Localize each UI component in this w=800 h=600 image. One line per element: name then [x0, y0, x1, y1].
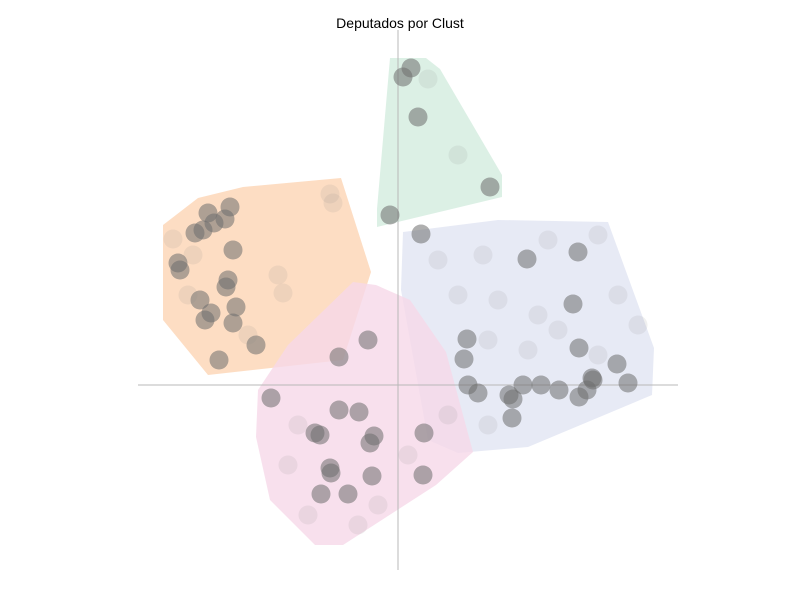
cluster-3-point — [502, 408, 522, 428]
cluster-1-point — [268, 265, 288, 285]
cluster-3-point — [628, 315, 648, 335]
cluster-1-point — [223, 313, 243, 333]
cluster-1-point — [170, 260, 190, 280]
cluster-4-point — [261, 388, 281, 408]
cluster-3-point — [549, 380, 569, 400]
cluster-2-point — [480, 177, 500, 197]
cluster-2-point — [393, 67, 413, 87]
cluster-3-point — [528, 305, 548, 325]
cluster-3-point — [457, 329, 477, 349]
cluster-4-point — [362, 466, 382, 486]
cluster-2-point — [380, 205, 400, 225]
cluster-3-point — [468, 383, 488, 403]
cluster-3-point — [411, 224, 431, 244]
cluster-1-point — [185, 223, 205, 243]
cluster-3-point — [478, 415, 498, 435]
cluster-2-point — [408, 107, 428, 127]
cluster-1-point — [178, 285, 198, 305]
cluster-4-point — [368, 495, 388, 515]
cluster-4-point — [348, 515, 368, 535]
cluster-4-point — [338, 484, 358, 504]
cluster-4-point — [321, 463, 341, 483]
cluster-3-point — [503, 389, 523, 409]
cluster-1-point — [183, 245, 203, 265]
chart-title: Deputados por Clust — [336, 15, 464, 31]
cluster-3-point — [513, 375, 533, 395]
cluster-1-point — [216, 277, 236, 297]
cluster-4-point — [413, 465, 433, 485]
cluster-2-hull — [377, 58, 502, 227]
cluster-3-point — [548, 320, 568, 340]
cluster-3-point — [588, 225, 608, 245]
cluster-4-point — [329, 347, 349, 367]
cluster-1-point — [215, 209, 235, 229]
cluster-1-point — [238, 325, 258, 345]
cluster-3-point — [454, 349, 474, 369]
cluster-4-point — [360, 433, 380, 453]
cluster-4-point — [349, 402, 369, 422]
cluster-3-point — [438, 405, 458, 425]
cluster-3-point — [518, 340, 538, 360]
cluster-3-point — [488, 290, 508, 310]
cluster-3-point — [563, 294, 583, 314]
cluster-3-point — [473, 245, 493, 265]
cluster-4-point — [329, 400, 349, 420]
cluster-4-point — [358, 330, 378, 350]
cluster-3-point — [531, 375, 551, 395]
cluster-1-point — [190, 290, 210, 310]
cluster-3-point — [607, 354, 627, 374]
cluster-3-point — [569, 338, 589, 358]
cluster-1-point — [273, 283, 293, 303]
cluster-2-point — [418, 69, 438, 89]
cluster-4-point — [398, 445, 418, 465]
cluster-3-point — [588, 345, 608, 365]
cluster-4-point — [278, 455, 298, 475]
cluster-1-point — [163, 229, 183, 249]
cluster-2-point — [448, 145, 468, 165]
cluster-4-point — [288, 415, 308, 435]
cluster-1-point — [320, 184, 340, 204]
cluster-3-point — [517, 249, 537, 269]
cluster-3-point — [428, 250, 448, 270]
cluster-1-point — [246, 335, 266, 355]
cluster-3-point — [448, 285, 468, 305]
cluster-3-point — [608, 285, 628, 305]
cluster-1-point — [226, 297, 246, 317]
cluster-4-point — [414, 423, 434, 443]
data-points — [163, 58, 648, 535]
cluster-1-point — [195, 310, 215, 330]
cluster-3-point — [583, 370, 603, 390]
cluster-3-point — [568, 242, 588, 262]
cluster-4-point — [298, 505, 318, 525]
cluster-1-point — [223, 240, 243, 260]
cluster-1-point — [209, 350, 229, 370]
cluster-4-point — [310, 425, 330, 445]
cluster-3-point — [538, 230, 558, 250]
cluster-3-point — [478, 330, 498, 350]
cluster-1-point — [323, 193, 343, 213]
cluster-3-point — [618, 373, 638, 393]
cluster-4-point — [311, 484, 331, 504]
